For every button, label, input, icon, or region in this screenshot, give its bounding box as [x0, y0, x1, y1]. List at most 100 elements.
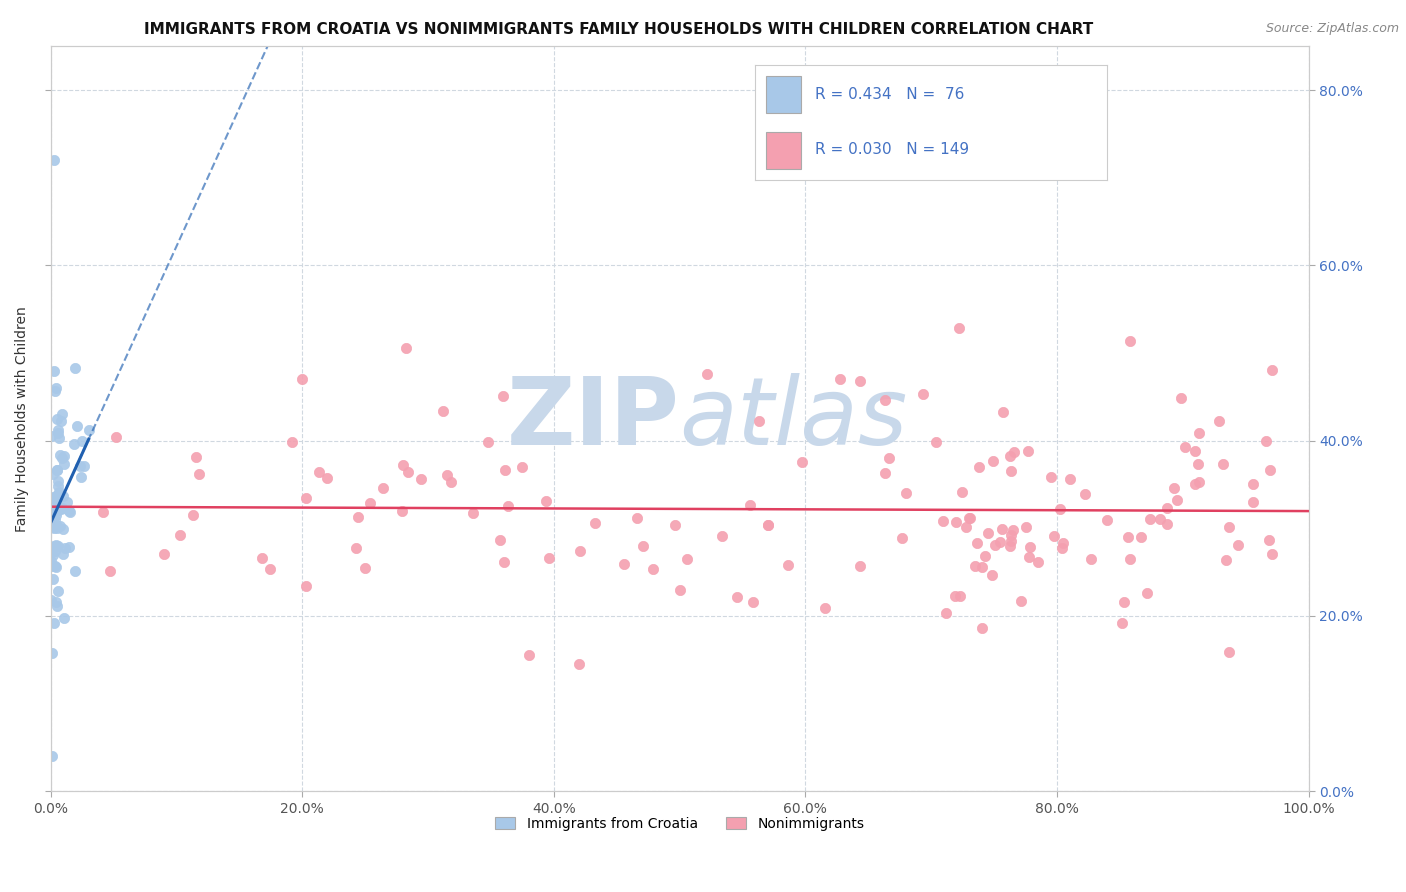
Point — [1260, 547, 1282, 561]
Point — [184, 450, 207, 464]
Point — [1139, 512, 1161, 526]
Point — [51, 489, 73, 503]
Point — [45, 521, 67, 535]
Point — [1187, 457, 1209, 471]
Point — [46, 584, 69, 599]
Point — [52, 522, 75, 536]
Point — [748, 414, 770, 428]
Point — [44, 558, 66, 573]
Point — [395, 341, 418, 355]
Point — [613, 557, 636, 571]
Point — [1241, 494, 1264, 508]
Point — [46, 503, 69, 517]
Point — [738, 499, 761, 513]
Point — [980, 568, 1002, 582]
Point — [436, 468, 458, 483]
Point — [1000, 539, 1022, 553]
Point — [1095, 513, 1118, 527]
Point — [63, 564, 86, 578]
Point — [1018, 540, 1040, 554]
Point — [935, 606, 957, 620]
Point — [49, 502, 72, 516]
Text: atlas: atlas — [679, 373, 908, 464]
Point — [69, 459, 91, 474]
Point — [45, 412, 67, 426]
Point — [39, 507, 62, 521]
Point — [877, 451, 900, 466]
Point — [44, 502, 66, 516]
Point — [346, 510, 368, 524]
Point — [45, 559, 67, 574]
Point — [392, 458, 415, 472]
Point — [792, 455, 814, 469]
Point — [463, 506, 485, 520]
Point — [295, 491, 318, 505]
Text: Source: ZipAtlas.com: Source: ZipAtlas.com — [1265, 22, 1399, 36]
Point — [710, 529, 733, 543]
Point — [983, 538, 1005, 552]
Point — [105, 430, 128, 444]
Point — [396, 465, 419, 479]
Point — [776, 558, 799, 572]
Point — [41, 467, 63, 481]
Point — [1218, 520, 1240, 534]
Point — [316, 471, 339, 485]
Point — [626, 511, 648, 525]
Point — [39, 553, 62, 567]
Point — [48, 485, 70, 500]
Point — [1074, 487, 1097, 501]
Point — [1018, 549, 1040, 564]
Point — [1004, 445, 1026, 459]
Point — [44, 513, 66, 527]
Point — [188, 467, 211, 481]
Point — [1028, 555, 1050, 569]
Point — [58, 541, 80, 555]
Point — [45, 381, 67, 395]
Point — [631, 539, 654, 553]
Point — [1156, 500, 1178, 515]
Point — [988, 535, 1011, 549]
Point — [45, 538, 67, 552]
Point — [1208, 414, 1230, 428]
Point — [534, 494, 557, 508]
Point — [42, 548, 65, 562]
Point — [998, 449, 1021, 463]
Point — [568, 657, 591, 672]
Point — [51, 414, 73, 428]
Point — [932, 514, 955, 528]
Point — [1040, 470, 1063, 484]
Point — [46, 423, 69, 437]
Point — [1258, 533, 1281, 547]
Point — [1052, 541, 1074, 555]
Point — [63, 360, 86, 375]
Point — [1184, 444, 1206, 458]
Point — [45, 595, 67, 609]
Point — [991, 522, 1014, 536]
Point — [259, 561, 281, 575]
Point — [51, 450, 73, 465]
Point — [1156, 516, 1178, 531]
Point — [44, 501, 66, 516]
Point — [959, 510, 981, 524]
Point — [1000, 533, 1022, 548]
Point — [359, 496, 381, 510]
Point — [1166, 493, 1188, 508]
Point — [39, 593, 62, 607]
Point — [46, 479, 69, 493]
Point — [583, 516, 606, 530]
Point — [371, 482, 394, 496]
Point — [756, 518, 779, 533]
Point — [42, 539, 65, 553]
Point — [63, 437, 86, 451]
Point — [963, 558, 986, 573]
Point — [1227, 538, 1250, 552]
Point — [45, 463, 67, 477]
Point — [1188, 475, 1211, 489]
Point — [568, 544, 591, 558]
Point — [46, 463, 69, 477]
Point — [1059, 472, 1081, 486]
Point — [41, 559, 63, 574]
Point — [830, 372, 852, 386]
Point — [494, 463, 516, 477]
Point — [1170, 392, 1192, 406]
